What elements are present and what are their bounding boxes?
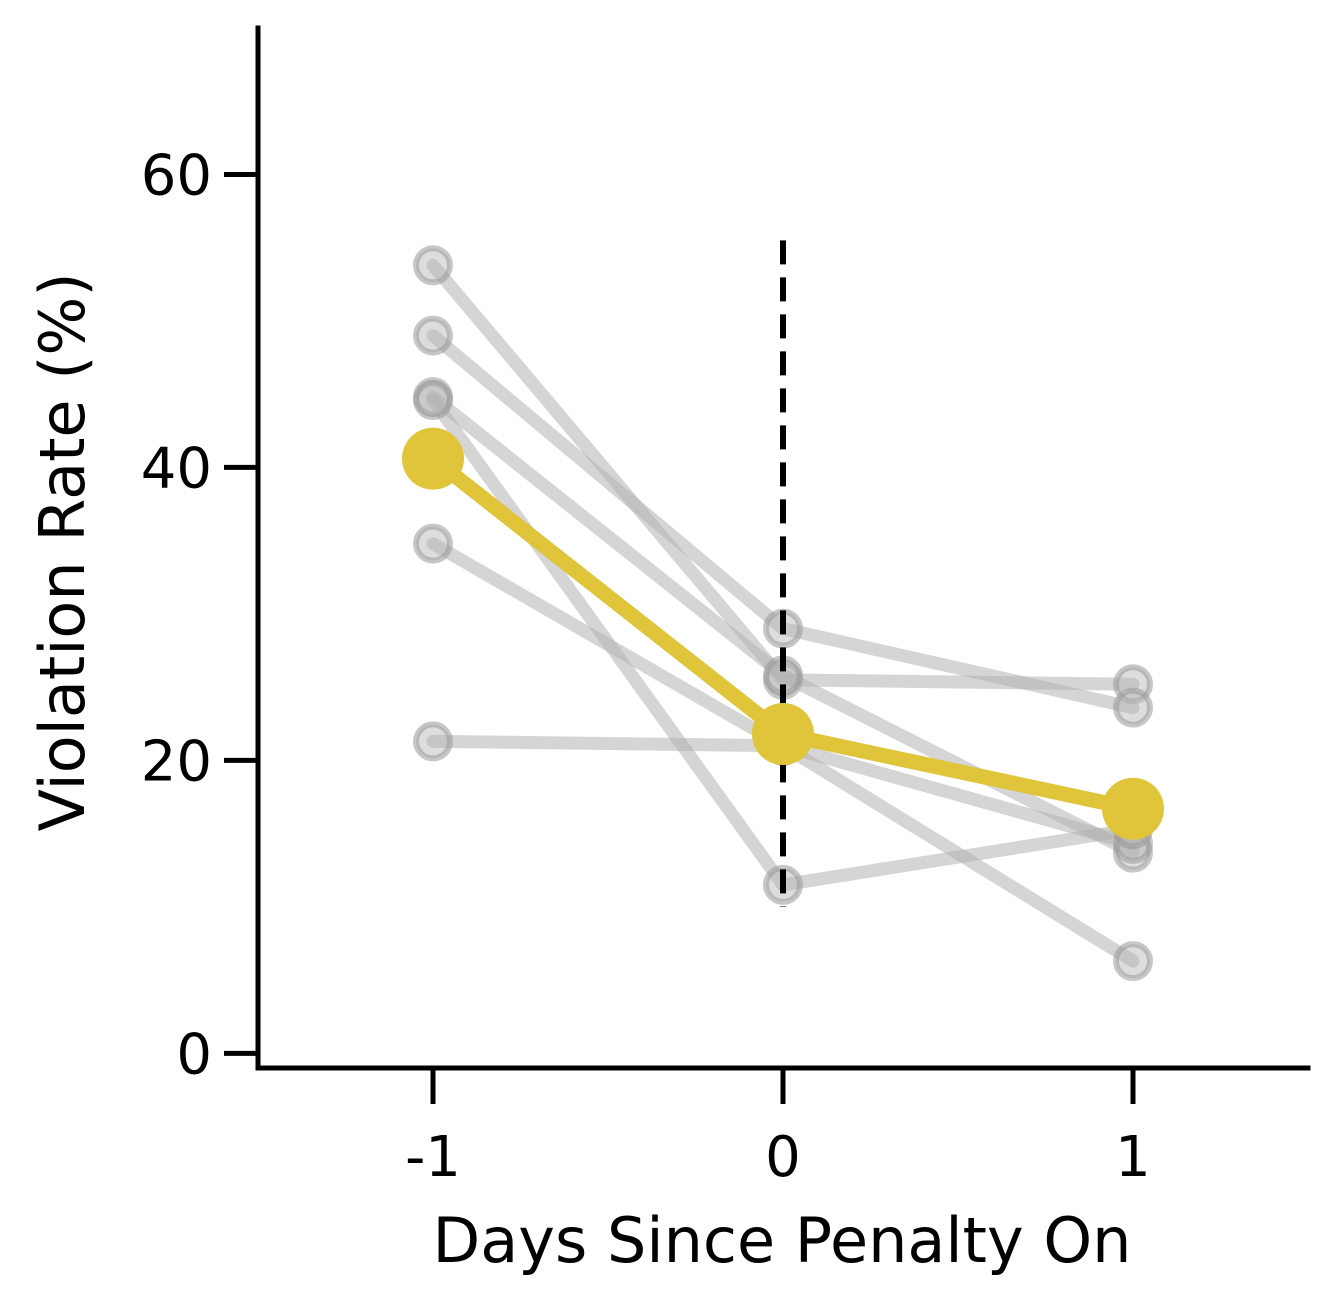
x-tick-label: 1 [1115,1125,1151,1190]
x-axis-label: Days Since Penalty On [433,1204,1132,1277]
individual-data-point [413,380,453,421]
x-tick-label: 0 [765,1125,801,1190]
individual-data-point [413,523,453,564]
individual-data-point [413,721,453,762]
individual-data-point [1113,687,1153,728]
individual-series-line [426,390,1140,860]
mean-data-point [752,703,814,766]
mean-data-point [1102,777,1164,840]
x-tick-label: -1 [405,1125,461,1190]
individual-data-point [1113,941,1153,982]
y-axis-label: Violation Rate (%) [26,272,99,831]
individual-data-point [413,245,453,286]
axes: 0 20 40 60 -1 0 1 [141,25,1311,1190]
mean-data-point [402,427,464,490]
y-tick-label: 20 [141,729,212,794]
individual-data-point [413,315,453,356]
y-tick-label: 0 [176,1022,212,1087]
y-tick-label: 60 [141,143,212,208]
vline-layer [402,240,1164,907]
y-tick-label: 40 [141,436,212,501]
